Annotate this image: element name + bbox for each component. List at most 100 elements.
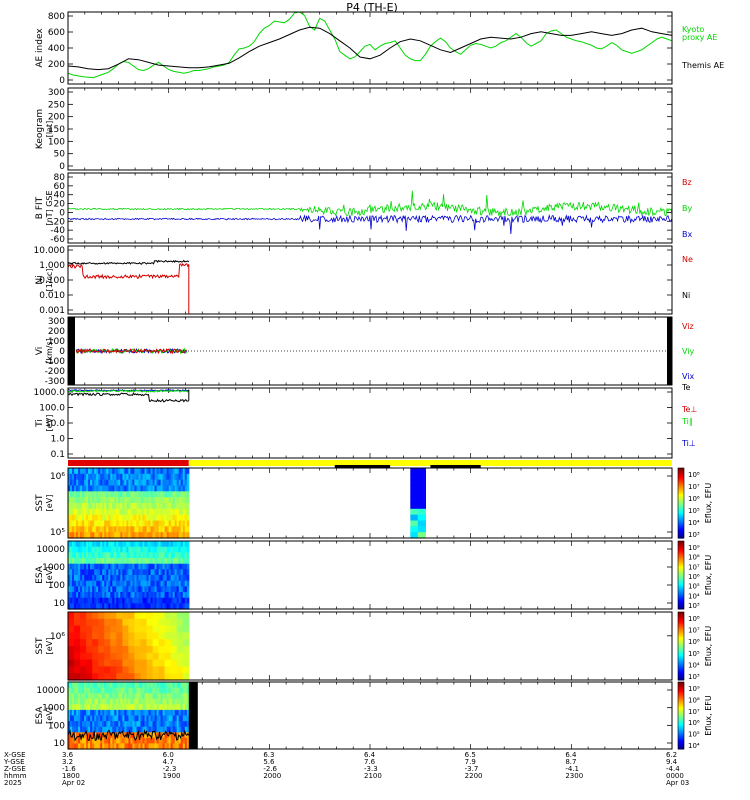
spectrogram-cell (172, 508, 176, 516)
spectrogram-cell (156, 732, 160, 739)
spectrogram-cell (134, 646, 141, 654)
spectrogram-cell (110, 726, 113, 733)
spectrogram-cell (140, 618, 148, 627)
colorbar-cell (678, 510, 684, 513)
spectrogram-cell (84, 485, 87, 492)
spectrogram-cell (148, 491, 152, 498)
spectrogram-cell (144, 491, 148, 498)
spectrogram-cell (92, 503, 95, 510)
spectrogram-cell (166, 558, 170, 565)
colorbar-cell (678, 693, 684, 696)
x-tick-label: -3.7 (465, 765, 479, 773)
spectrogram-cell (150, 552, 154, 559)
spectrogram-cell (74, 597, 77, 604)
spectrogram-cell (68, 586, 71, 593)
spectrogram-cell (68, 532, 71, 539)
spectrogram-cell (78, 497, 81, 504)
spectrogram-cell (84, 497, 87, 504)
spectrogram-cell (96, 546, 99, 553)
spectrogram-cell (166, 687, 170, 694)
colorbar-cell (678, 717, 684, 720)
spectrogram-cell (108, 514, 111, 522)
spectrogram-cell (176, 618, 184, 627)
spectrogram-cell (130, 563, 133, 570)
spectrogram-cell (94, 704, 97, 711)
spectrogram-cell (176, 514, 180, 522)
spectrogram-cell (112, 485, 115, 492)
y-tick-label: 600 (48, 28, 65, 38)
spectrogram-cell (108, 693, 111, 700)
spectrogram-cell (116, 618, 123, 627)
spectrogram-cell (106, 732, 109, 739)
spectrogram-cell (170, 682, 174, 689)
x-row-label: hhmm (4, 772, 27, 780)
legend-entry: Bx (682, 230, 692, 239)
spectrogram-cell (154, 687, 158, 694)
spectrogram-cell (158, 721, 162, 728)
spectrogram-cell (172, 682, 176, 689)
spectrogram-cell (98, 558, 101, 565)
spectrogram-cell (410, 503, 419, 510)
y-tick-label: -20 (50, 217, 65, 227)
spectrogram-cell (142, 508, 146, 516)
spectrogram-cell (84, 715, 87, 722)
spectrogram-cell (86, 698, 89, 705)
colorbar-tick-label: 10⁷ (688, 627, 700, 635)
spectrogram-cell (116, 532, 119, 539)
spectrogram-cell (180, 709, 184, 717)
spectrogram-cell (76, 485, 79, 492)
y-tick-label: 0 (59, 76, 65, 86)
spectrogram-cell (112, 726, 115, 733)
spectrogram-cell (134, 603, 137, 610)
spectrogram-cell (86, 508, 89, 516)
spectrogram-cell (142, 497, 146, 504)
spectrogram-cell (142, 709, 146, 717)
spectrogram-cell (148, 546, 152, 553)
spectrogram-cell (138, 603, 142, 610)
spectrogram-cell (82, 603, 85, 610)
spectrogram-cell (110, 558, 113, 565)
spectrogram-cell (410, 520, 419, 527)
spectrogram-cell (110, 687, 113, 694)
spectrogram-cell (118, 709, 121, 717)
spectrogram-cell (70, 709, 73, 717)
y-tick-label: 0 (59, 162, 65, 172)
spectrogram-cell (78, 532, 81, 539)
colorbar-cell (678, 728, 684, 732)
spectrogram-cell (158, 485, 162, 492)
spectrogram-cell (72, 503, 75, 510)
y-axis-unit: [lat] (45, 121, 54, 138)
spectrogram-cell (156, 575, 160, 582)
spectrogram-cell (140, 563, 144, 570)
spectrogram-cell (88, 732, 91, 739)
spectrogram-cell (172, 575, 176, 582)
spectrogram-cell (78, 479, 81, 487)
spectrogram-cell (166, 552, 170, 559)
spectrogram-cell (172, 558, 176, 565)
spectrogram-cell (162, 558, 166, 565)
spectrogram-cell (102, 558, 105, 565)
spectrogram-cell (88, 597, 91, 604)
spectrogram-cell (76, 508, 79, 516)
spectrogram-cell (144, 485, 148, 492)
spectrogram-cell (124, 682, 127, 689)
spectrogram-cell (134, 580, 137, 587)
spectrogram-cell (170, 639, 178, 647)
spectrogram-cell (110, 532, 113, 539)
spectrogram-cell (182, 503, 186, 510)
spectrogram-cell (84, 468, 87, 475)
spectrogram-cell (142, 715, 146, 722)
spectrogram-cell (72, 580, 75, 587)
spectrogram-cell (110, 526, 113, 533)
spectrogram-cell (142, 575, 146, 582)
spectrogram-cell (114, 597, 117, 604)
spectrogram-cell (126, 726, 129, 733)
spectrogram-cell (176, 586, 180, 593)
spectrogram-cell (144, 520, 148, 527)
spectrogram-cell (70, 737, 73, 744)
spectrogram-cell (80, 485, 83, 492)
x-tick-label: 2000 (263, 772, 281, 780)
spectrogram-cell (132, 485, 135, 492)
spectrogram-cell (80, 575, 83, 582)
